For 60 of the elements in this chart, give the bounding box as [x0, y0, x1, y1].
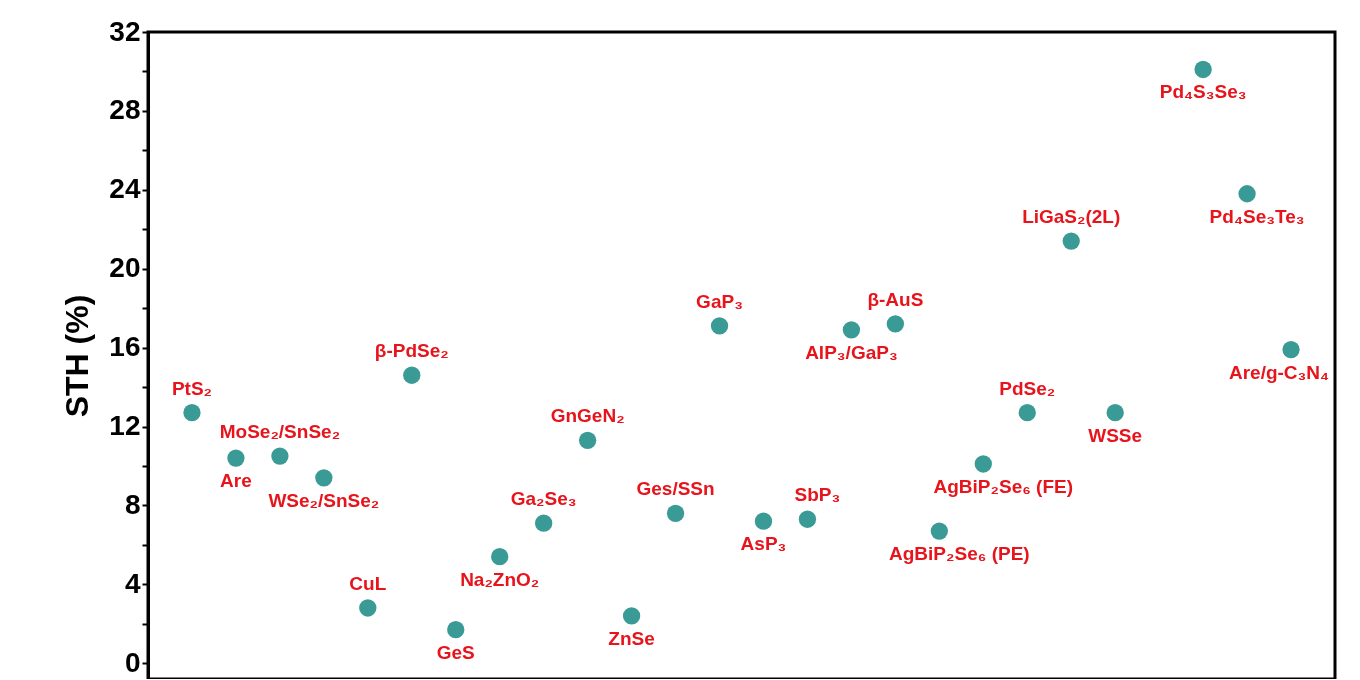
y-tick-label: 28 [109, 94, 141, 126]
x-tick-label: Ges/SSn [636, 478, 715, 500]
x-tick-label: MoSe₂/SnSe₂ [219, 421, 341, 443]
x-tick-label: LiGaS₂(2L) [1022, 206, 1121, 228]
x-tick-label: SbP₃ [794, 484, 841, 506]
point [842, 321, 861, 339]
x-tick-label: Are/g-C₃N₄ [1228, 361, 1330, 383]
x-tick-label: Ga₂Se₃ [510, 488, 577, 510]
x-tick-label: GeS [436, 641, 475, 663]
point [227, 449, 245, 467]
point [1018, 404, 1036, 422]
point [1062, 232, 1080, 250]
point [578, 431, 597, 449]
point [710, 317, 729, 335]
point [1238, 185, 1256, 203]
x-tick-label: Na₂ZnO₂ [460, 568, 540, 590]
x-tick-label: Pd₄Se₃Te₃ [1209, 205, 1305, 227]
y-tick-label: 0 [124, 646, 141, 678]
y-tick-label: 16 [109, 331, 141, 363]
point [798, 510, 817, 528]
point [666, 504, 685, 522]
point [403, 366, 421, 384]
x-tick-label: PdSe₂ [999, 377, 1056, 399]
x-tick-label: β-AuS [867, 288, 924, 310]
point [447, 621, 465, 639]
x-tick-label: β-PdSe₂ [374, 340, 449, 362]
x-tick-label: Pd₄S₃Se₃ [1159, 81, 1247, 103]
point [1194, 60, 1212, 79]
x-tick-label: GnGeN₂ [550, 405, 625, 427]
y-tick-label: 20 [109, 252, 141, 284]
point [315, 469, 333, 487]
point [535, 514, 553, 532]
x-tick-label: Are [220, 470, 252, 492]
x-tick-label: PtS₂ [171, 377, 213, 399]
point [1106, 404, 1124, 422]
point [754, 512, 773, 530]
y-tick-label: 8 [124, 488, 141, 520]
point [930, 522, 948, 540]
y-tick-label: 32 [109, 15, 141, 47]
point [1282, 340, 1300, 359]
y-tick-label: 4 [124, 567, 141, 599]
point [974, 455, 992, 473]
x-tick-label: ZnSe [608, 627, 655, 649]
point [886, 315, 905, 333]
point [183, 404, 201, 422]
x-tick-label: WSe₂/SnSe₂ [268, 489, 380, 511]
x-tick-label: AlP₃/GaP₃ [805, 341, 898, 363]
x-tick-label: WSSe [1088, 424, 1143, 446]
y-tick-label: 24 [109, 173, 141, 205]
x-tick-label: AgBiP₂Se₆ (FE) [933, 475, 1074, 497]
x-tick-label: CuL [349, 572, 387, 594]
x-tick-label: AsP₃ [740, 533, 787, 555]
point [271, 447, 289, 465]
point [491, 548, 509, 566]
x-tick-label: AgBiP₂Se₆ (PE) [889, 543, 1030, 565]
x-tick-label: GaP₃ [696, 290, 743, 312]
y-tick-label: 12 [109, 410, 141, 442]
point [622, 607, 641, 625]
point [359, 599, 377, 617]
y-axis-title: STH (%) [59, 294, 96, 418]
